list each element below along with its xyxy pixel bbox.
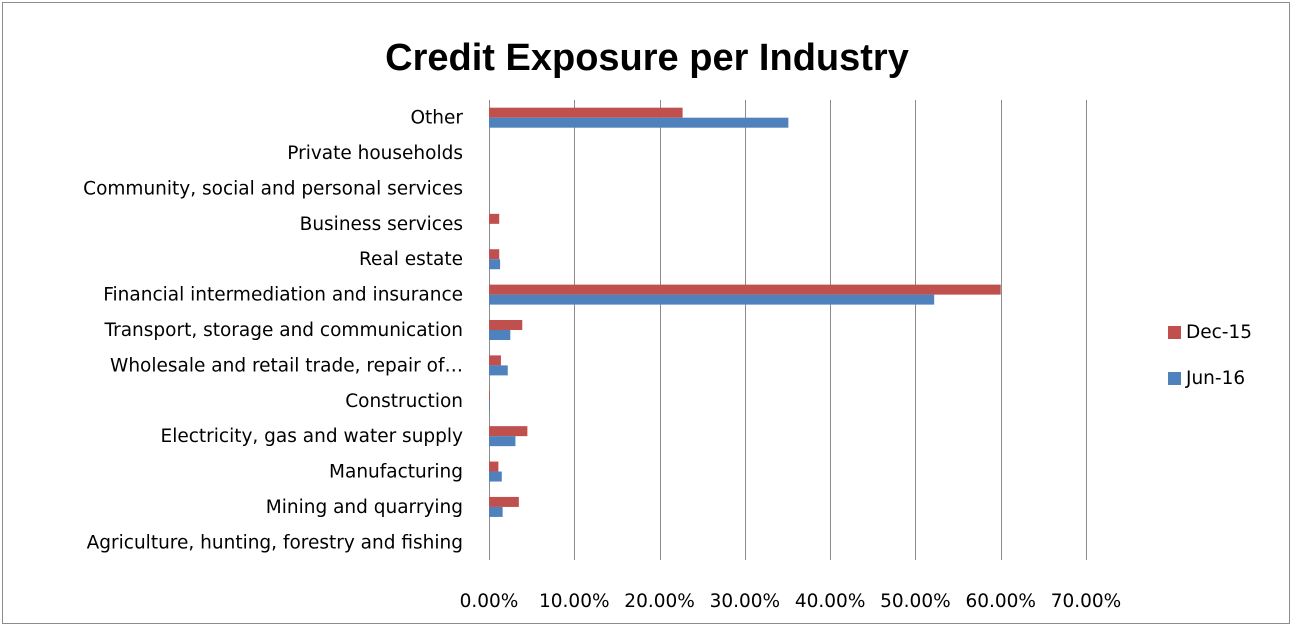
bar-dec-15-10 bbox=[489, 461, 499, 472]
category-label: Mining and quarrying bbox=[266, 497, 463, 518]
bar-jun-16-8 bbox=[489, 400, 490, 411]
x-tick-label: 20.00% bbox=[624, 591, 695, 612]
bar-dec-15-8 bbox=[489, 390, 490, 401]
bar-dec-15-5 bbox=[489, 284, 1001, 295]
x-tick-label: 10.00% bbox=[539, 591, 610, 612]
category-label: Transport, storage and communication bbox=[104, 320, 463, 341]
category-label: Agriculture, hunting, forestry and fishi… bbox=[87, 532, 463, 553]
x-tick-label: 0.00% bbox=[460, 591, 519, 612]
category-label: Construction bbox=[345, 391, 463, 412]
legend-swatch bbox=[1168, 372, 1181, 385]
x-tick-label: 40.00% bbox=[795, 591, 866, 612]
category-label: Community, social and personal services bbox=[83, 178, 463, 199]
legend-swatch bbox=[1168, 326, 1181, 339]
bar-dec-15-3 bbox=[489, 213, 500, 224]
bar-dec-15-9 bbox=[489, 426, 528, 437]
category-label: Other bbox=[410, 108, 463, 129]
x-tick-labels: 0.00% 10.00% 20.00% 30.00% 40.00% 50.00% 60.00… bbox=[460, 591, 1122, 612]
category-label: Business services bbox=[300, 214, 463, 235]
gridlines bbox=[489, 100, 1087, 560]
bar-jun-16-11 bbox=[489, 506, 503, 517]
bar-jun-16-5 bbox=[489, 294, 935, 305]
bar-jun-16-10 bbox=[489, 471, 502, 482]
x-tick-label: 60.00% bbox=[965, 591, 1036, 612]
category-label: Manufacturing bbox=[329, 462, 463, 483]
bar-dec-15-0 bbox=[489, 107, 683, 118]
bar-dec-15-6 bbox=[489, 320, 523, 330]
category-label: Electricity, gas and water supply bbox=[161, 426, 464, 447]
bar-dec-15-11 bbox=[489, 496, 519, 507]
x-tick-label: 30.00% bbox=[710, 591, 781, 612]
bar-jun-16-7 bbox=[489, 365, 508, 376]
category-labels: Other Private households Community, social… bbox=[83, 108, 463, 554]
category-label: Wholesale and retail trade, repair of… bbox=[110, 355, 463, 376]
legend-label: Jun-16 bbox=[1185, 368, 1245, 389]
x-tick-label: 50.00% bbox=[880, 591, 951, 612]
legend: Dec-15 Jun-16 bbox=[1168, 322, 1252, 389]
legend-label: Dec-15 bbox=[1186, 322, 1252, 343]
bar-jun-16-4 bbox=[489, 259, 501, 270]
bar-dec-15-4 bbox=[489, 249, 500, 260]
category-label: Financial intermediation and insurance bbox=[103, 285, 463, 306]
category-label: Private households bbox=[287, 143, 463, 164]
bar-jun-16-6 bbox=[489, 330, 511, 340]
bars bbox=[489, 107, 1001, 517]
chart-title: Credit Exposure per Industry bbox=[385, 37, 909, 79]
bar-jun-16-0 bbox=[489, 117, 789, 128]
bar-dec-15-7 bbox=[489, 355, 501, 366]
bar-jun-16-9 bbox=[489, 436, 516, 447]
category-label: Real estate bbox=[359, 249, 463, 270]
x-tick-label: 70.00% bbox=[1051, 591, 1122, 612]
